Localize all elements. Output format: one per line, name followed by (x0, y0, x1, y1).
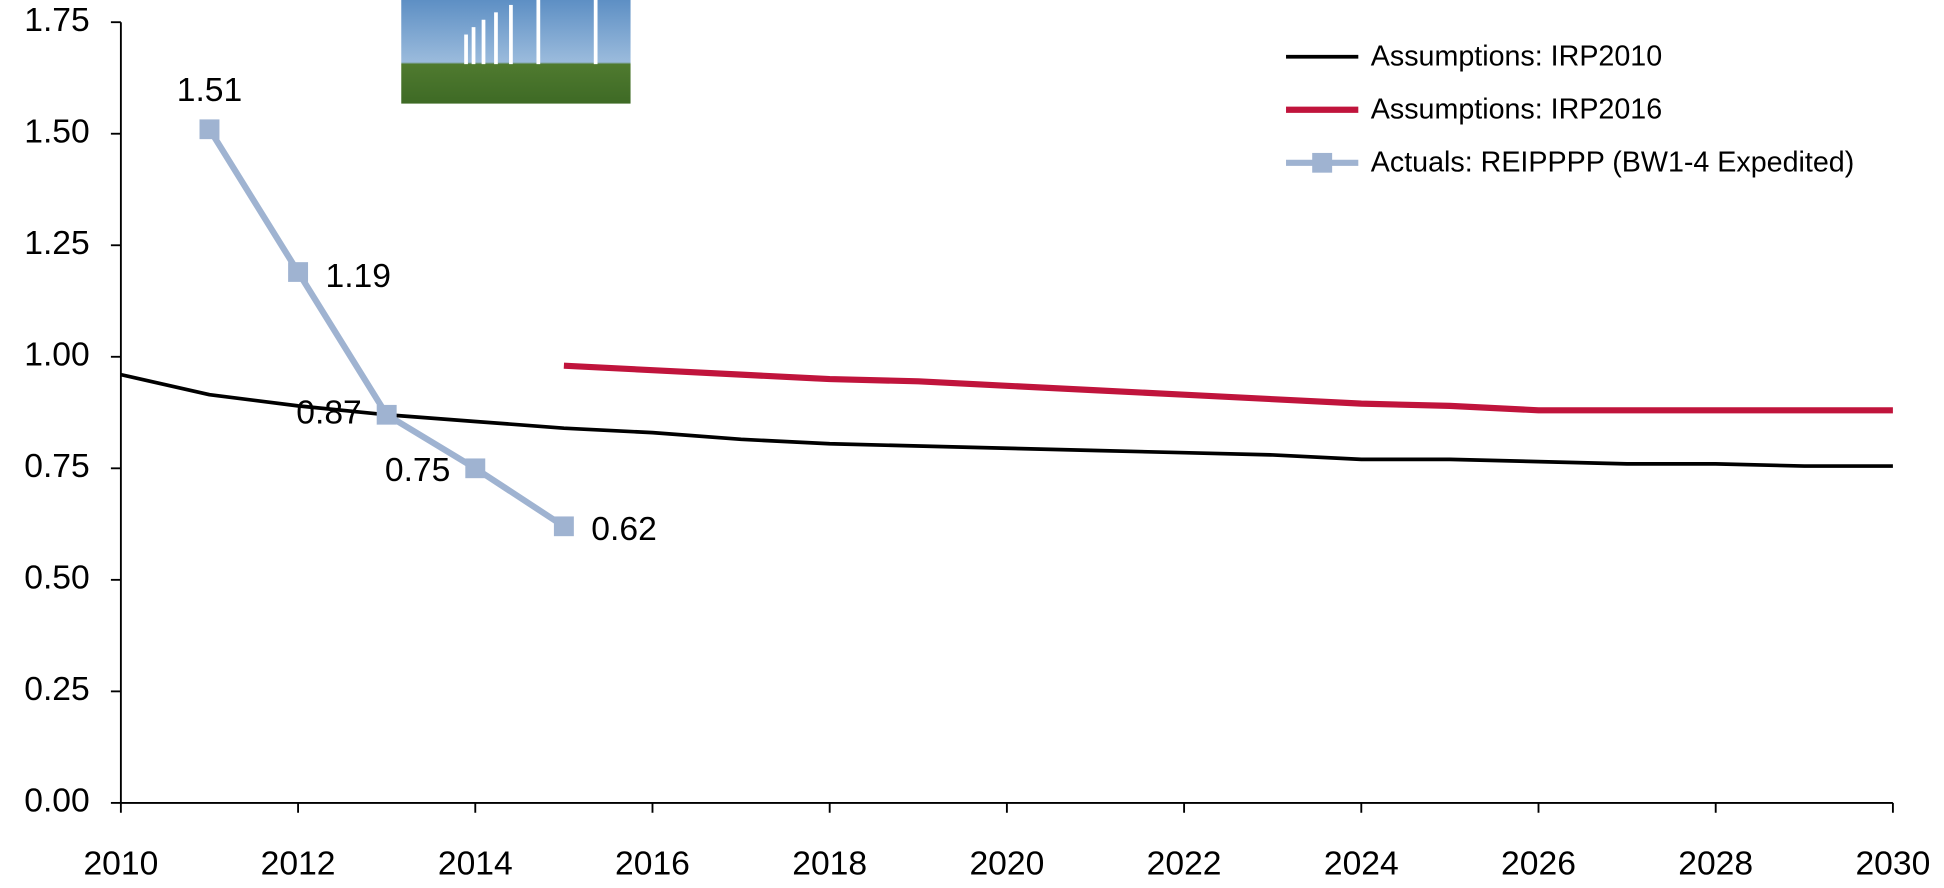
x-tick-label: 2018 (792, 846, 867, 883)
marker (553, 516, 574, 537)
y-tick-label: 0.25 (24, 671, 89, 708)
y-tick-label: 0.75 (24, 448, 89, 485)
x-tick-label: 2030 (1855, 846, 1930, 883)
x-tick-label: 2014 (438, 846, 513, 883)
marker (465, 458, 486, 479)
data-label: 1.51 (177, 72, 242, 109)
x-tick-label: 2010 (83, 846, 158, 883)
x-tick-label: 2022 (1147, 846, 1222, 883)
x-tick-label: 2020 (969, 846, 1044, 883)
legend-label: Assumptions: IRP2010 (1371, 41, 1662, 73)
y-tick-label: 1.75 (24, 2, 89, 39)
series-line (563, 362, 1893, 414)
y-tick-label: 0.00 (24, 783, 89, 820)
data-label: 0.75 (385, 452, 450, 489)
y-tick-label: 1.25 (24, 225, 89, 262)
marker (376, 404, 397, 425)
legend-label: Actuals: REIPPPP (BW1-4 Expedited) (1371, 147, 1854, 179)
y-tick-label: 1.00 (24, 337, 89, 374)
y-tick-label: 0.50 (24, 560, 89, 597)
data-label: 0.62 (591, 511, 656, 548)
photo (401, 0, 631, 104)
x-tick-label: 2024 (1324, 846, 1399, 883)
data-label: 1.19 (325, 258, 390, 295)
marker (288, 262, 309, 282)
series-line (120, 372, 1893, 468)
legend-marker (1312, 152, 1333, 173)
x-tick-label: 2026 (1501, 846, 1576, 883)
marker (199, 119, 220, 140)
x-tick-label: 2028 (1678, 846, 1753, 883)
legend-label: Assumptions: IRP2016 (1371, 94, 1662, 126)
x-tick-label: 2012 (261, 846, 336, 883)
y-tick-label: 1.50 (24, 114, 89, 151)
x-tick-label: 2016 (615, 846, 690, 883)
data-label: 0.87 (296, 395, 361, 432)
